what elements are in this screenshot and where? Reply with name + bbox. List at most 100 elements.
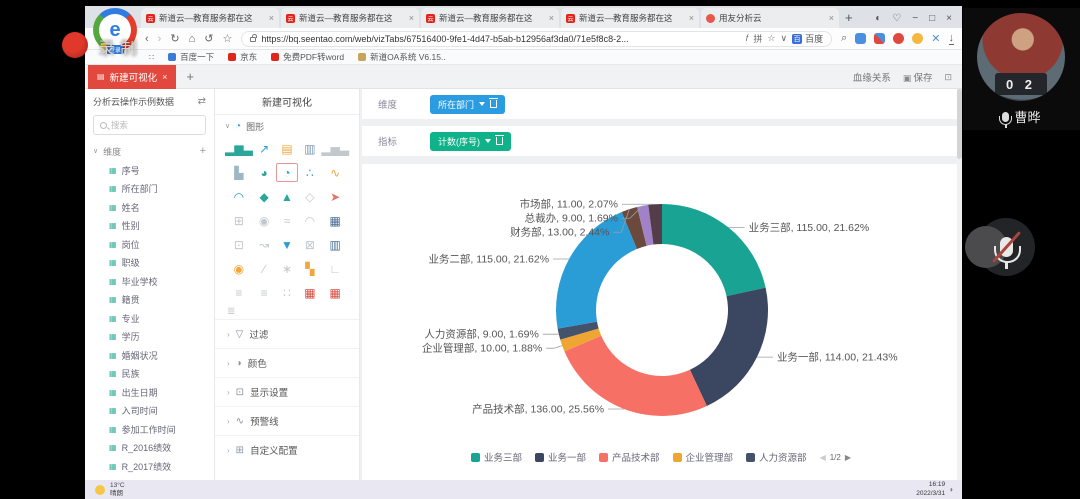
extension-blue-icon[interactable] (855, 33, 867, 44)
refresh-icon[interactable]: ↻ (170, 33, 180, 45)
dimension-field-item[interactable]: ▦ 所在部门 (85, 180, 214, 199)
dimension-field-item[interactable]: ▦ 毕业学校 (85, 272, 214, 291)
close-tab-icon[interactable]: × (548, 13, 554, 23)
legend-item-业务三部[interactable]: 业务三部 (470, 450, 522, 464)
calendar-heat-chart-icon[interactable]: ▦ (329, 285, 341, 300)
lineage-button[interactable]: 血缘关系 (852, 73, 891, 84)
bubble-chart-icon[interactable]: ◉ (258, 213, 270, 228)
close-button[interactable]: × (946, 13, 952, 24)
grid-table-icon[interactable]: ▥ (329, 237, 341, 252)
map-outline-chart-icon[interactable]: ◇ (305, 189, 315, 204)
browser-logo-icon[interactable]: e 登录 (93, 8, 137, 54)
dimension-chip[interactable]: 所在部门 (430, 94, 506, 114)
charts-section-header[interactable]: ∨ ◔ 图形 (215, 115, 359, 137)
search-input[interactable]: 搜索 (93, 115, 206, 135)
coin-chart-icon[interactable]: ◉ (233, 261, 245, 276)
config-section-过滤[interactable]: › ▽ 过滤 (215, 319, 359, 348)
ime-grid-icon[interactable]: 拼 (753, 34, 763, 44)
add-page-tab-button[interactable]: + (186, 69, 194, 84)
bar-chart-icon[interactable]: ▤ (281, 141, 293, 156)
histogram-icon[interactable]: ▂▅▃ (321, 141, 349, 156)
config-section-颜色[interactable]: › ◑ 颜色 (215, 348, 359, 377)
browser-tab[interactable]: 云新道云—教育服务都在这 × (141, 8, 279, 28)
donut-slice-财务部[interactable] (621, 206, 647, 249)
map-chart-icon[interactable]: ◆ (259, 189, 269, 204)
dimension-field-item[interactable]: ▦ 入司时间 (85, 402, 214, 421)
reader-mode-icon[interactable]: ◐ (875, 13, 882, 24)
stacked-bar-chart-icon[interactable]: ▥ (304, 141, 316, 156)
grid-more-icon[interactable]: ≣ (227, 306, 236, 317)
dimension-field-item[interactable]: ▦ 婚姻状况 (85, 346, 214, 365)
night-mode-icon[interactable] (912, 33, 924, 44)
bookmark-item[interactable]: 百度一下 (168, 51, 214, 63)
forward-icon[interactable]: › (157, 32, 162, 45)
relation-chart-icon[interactable]: ⊠ (304, 237, 315, 252)
add-field-button[interactable]: + (199, 145, 206, 157)
ladder-chart-icon[interactable]: ∟ (329, 261, 342, 276)
line-chart-icon[interactable]: ↗ (259, 141, 270, 156)
close-tab-icon[interactable]: × (408, 13, 414, 23)
baidu-extension[interactable]: 百 百度 (792, 32, 823, 45)
radar-chart-icon[interactable]: ⊞ (233, 213, 244, 228)
legend-prev-icon[interactable]: ◀ (819, 452, 826, 462)
treemap-chart-icon[interactable]: ▲ (281, 189, 293, 204)
taskbar-clock[interactable]: 16:19 2022/3/31 ◗ (916, 481, 962, 497)
close-tab-icon[interactable]: × (828, 13, 834, 23)
dimension-field-item[interactable]: ▦ 出生日期 (85, 383, 214, 402)
trash-icon[interactable] (489, 97, 499, 108)
browser-tab[interactable]: 用友分析云 × (701, 8, 839, 28)
org-chart-icon[interactable]: ▚ (305, 261, 315, 276)
new-tab-button[interactable]: + (845, 10, 853, 25)
dimension-field-item[interactable]: ▦ 专业 (85, 309, 214, 328)
save-button[interactable]: ▣ 保存 (903, 70, 933, 84)
donut-slice-业务三部[interactable] (662, 204, 766, 297)
bookmark-item[interactable]: 京东 (228, 51, 257, 63)
maximize-button[interactable]: □ (929, 13, 936, 24)
config-section-自定义配置[interactable]: › ⊞ 自定义配置 (215, 435, 359, 464)
scrollbar[interactable] (957, 89, 962, 480)
snow-chart-icon[interactable]: ∗ (281, 261, 293, 276)
legend-next-icon[interactable]: ▶ (844, 452, 851, 462)
dimension-field-item[interactable]: ▦ 参加工作时间 (85, 420, 214, 439)
history-icon[interactable]: ↺ (204, 33, 214, 45)
donut-chart-icon[interactable]: ◔ (275, 163, 299, 182)
donut-slice-企业管理部[interactable] (560, 328, 602, 352)
mute-mic-button[interactable] (965, 218, 1035, 276)
url-box[interactable]: https://bq.seentao.com/web/vizTabs/67516… (241, 30, 833, 47)
notification-icon[interactable]: ◗ (949, 485, 954, 494)
config-section-预警线[interactable]: › ∿ 预警线 (215, 406, 359, 435)
data-table-icon[interactable]: ▦ (329, 213, 341, 228)
donut-slice-市场部[interactable] (648, 204, 662, 245)
chevron-down-icon[interactable] (479, 102, 486, 106)
dimension-field-item[interactable]: ▦ R_2016绩效 (85, 439, 214, 458)
cluster-chart-icon[interactable]: ∷ (283, 285, 291, 300)
legend-item-业务一部[interactable]: 业务一部 (535, 450, 586, 464)
viz-page-tab[interactable]: ▤ 新建可视化 × (88, 64, 177, 89)
matrix-chart-icon[interactable]: ⊡ (233, 237, 244, 252)
minimize-button[interactable]: − (912, 13, 919, 24)
area-chart-icon[interactable]: ◠ (233, 189, 245, 204)
donut-slice-总裁办[interactable] (637, 204, 654, 246)
legend-item-人力资源部[interactable]: 人力资源部 (746, 450, 807, 464)
back-icon[interactable]: ‹ (145, 32, 149, 45)
bookmark-star-icon[interactable]: ☆ (222, 33, 233, 45)
dimension-field-item[interactable]: ▦ 民族 (85, 365, 214, 384)
slope-chart-icon[interactable]: ∕ (263, 261, 266, 276)
edit-icon[interactable]: 𝑓 (745, 33, 749, 43)
url-text[interactable]: https://bq.seentao.com/web/vizTabs/67516… (261, 33, 629, 44)
dimension-field-item[interactable]: ▦ 序号 (85, 161, 214, 180)
calendar-chart-icon[interactable]: ▦ (304, 285, 316, 300)
legend-item-企业管理部[interactable]: 企业管理部 (672, 450, 733, 464)
funnel-chart-icon[interactable]: ▼ (281, 237, 293, 252)
pie-chart-icon[interactable]: ◕ (260, 165, 268, 180)
gauge-chart-icon[interactable]: ◠ (304, 213, 316, 228)
curve-chart-icon[interactable]: ≈ (283, 213, 291, 228)
switch-dataset-icon[interactable]: ⇄ (197, 95, 206, 107)
parallel-chart-icon[interactable]: ≡ (260, 285, 268, 300)
dimension-field-item[interactable]: ▦ 职级 (85, 254, 214, 273)
close-tab-icon[interactable]: × (268, 13, 274, 23)
column-chart-icon[interactable]: ▂▆▃ (225, 141, 253, 156)
apps-grid-icon[interactable]: ∷ (149, 52, 155, 62)
chevron-down-icon[interactable]: ∨ (780, 33, 788, 43)
donut-slice-产品技术部[interactable] (564, 335, 707, 416)
